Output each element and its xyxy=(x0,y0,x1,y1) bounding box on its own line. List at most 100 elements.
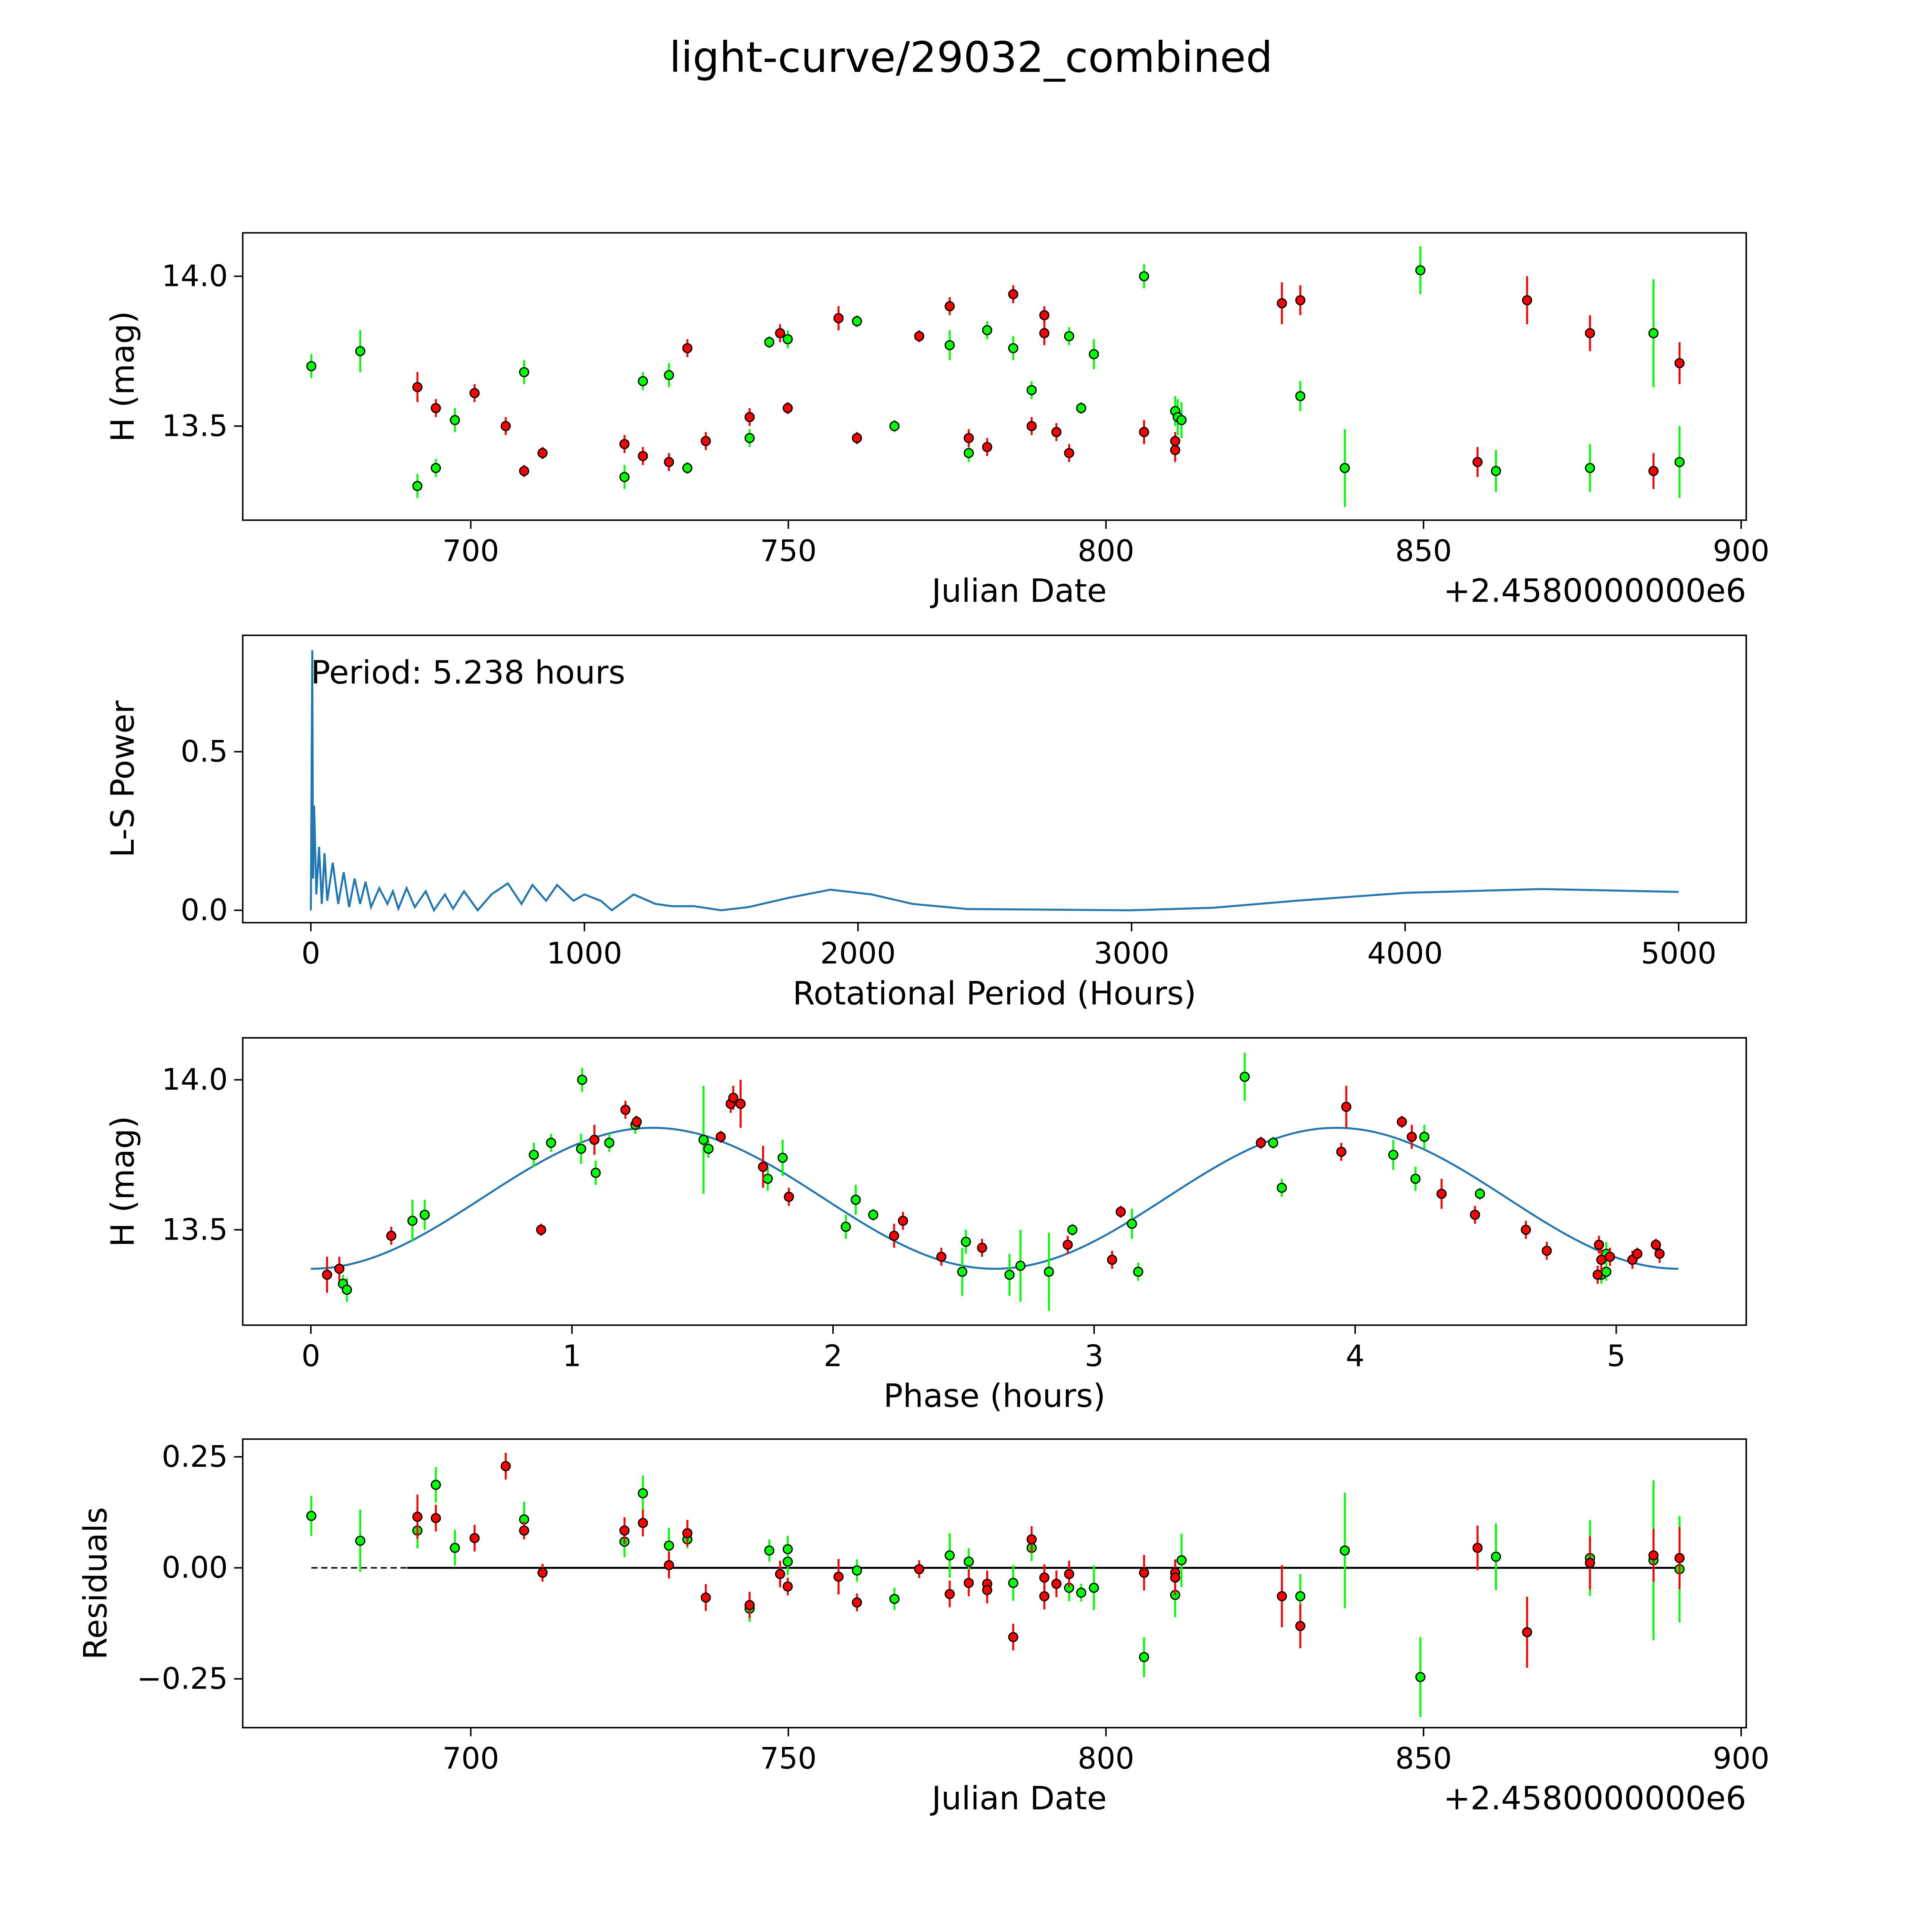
data-point xyxy=(1472,1543,1483,1553)
data-point xyxy=(1170,436,1180,446)
data-point xyxy=(1088,349,1099,359)
x-offset-text: +2.4580000000e6 xyxy=(1443,1780,1746,1817)
data-point xyxy=(1044,1267,1054,1277)
panel-light-curve: 700 750 800 850 900 13.5 14.0 Julian Date H (mag… xyxy=(104,232,1770,610)
data-point xyxy=(529,1150,539,1160)
data-point xyxy=(407,1216,418,1226)
x-axis-label: Julian Date xyxy=(930,572,1107,610)
data-point xyxy=(1004,1269,1015,1280)
data-point xyxy=(604,1138,614,1148)
data-point xyxy=(914,331,925,342)
data-point xyxy=(500,1461,511,1471)
y-axis-label: H (mag) xyxy=(104,1116,141,1247)
data-point xyxy=(589,1134,600,1145)
plot-area xyxy=(311,1053,1679,1311)
data-point xyxy=(1674,457,1685,467)
y-axis-label: H (mag) xyxy=(104,311,141,442)
x-tick-label: 900 xyxy=(1713,1742,1770,1776)
data-point xyxy=(1674,358,1685,368)
data-point xyxy=(1415,1672,1426,1682)
data-point xyxy=(1139,271,1149,282)
data-point xyxy=(355,346,366,356)
data-point xyxy=(898,1216,908,1226)
data-point xyxy=(982,325,992,335)
period-annotation: Period: 5.238 hours xyxy=(311,654,625,691)
x-axis-label: Julian Date xyxy=(930,1780,1107,1817)
data-point xyxy=(701,1592,711,1603)
data-point xyxy=(430,463,441,473)
data-point xyxy=(1632,1248,1643,1259)
data-point xyxy=(638,451,648,461)
data-point xyxy=(537,448,548,458)
data-point xyxy=(355,1536,366,1546)
series-r xyxy=(412,276,1685,489)
data-point xyxy=(701,436,711,446)
data-point xyxy=(1415,265,1426,276)
data-point xyxy=(1127,1218,1137,1229)
y-tick-label: 13.5 xyxy=(162,409,228,443)
data-point xyxy=(1585,328,1595,338)
y-tick-label: 0.00 xyxy=(162,1551,228,1585)
x-tick-label: 700 xyxy=(442,534,499,568)
data-point xyxy=(1295,295,1306,306)
x-axis-label: Phase (hours) xyxy=(883,1377,1105,1415)
y-tick-label: 14.0 xyxy=(162,259,228,294)
data-point xyxy=(782,1544,793,1554)
data-point xyxy=(744,433,755,443)
x-tick-label: 5 xyxy=(1607,1339,1626,1373)
data-point xyxy=(764,337,775,347)
data-point xyxy=(450,1543,460,1553)
data-point xyxy=(1064,1569,1075,1579)
data-point xyxy=(322,1269,332,1280)
data-point xyxy=(631,1117,642,1127)
panels: 700 750 800 850 900 13.5 14.0 Julian Date H (mag… xyxy=(77,232,1770,1817)
data-point xyxy=(1436,1189,1447,1199)
data-point xyxy=(1008,1632,1019,1642)
x-tick-label: 900 xyxy=(1713,534,1770,568)
data-point xyxy=(840,1221,851,1232)
data-point xyxy=(716,1131,726,1142)
data-point xyxy=(577,1075,587,1085)
data-point xyxy=(1170,1572,1180,1583)
data-point xyxy=(964,433,974,443)
x-tick-label: 0 xyxy=(301,1339,320,1373)
data-point xyxy=(1008,1578,1019,1588)
data-point xyxy=(546,1138,556,1148)
series-g xyxy=(306,246,1685,507)
data-point xyxy=(1674,1553,1685,1563)
data-point xyxy=(1648,328,1659,338)
data-point xyxy=(833,1571,844,1582)
data-point xyxy=(1116,1206,1126,1217)
data-point xyxy=(469,1533,480,1543)
data-point xyxy=(412,481,423,491)
y-axis-label: Residuals xyxy=(77,1507,114,1660)
data-point xyxy=(782,403,793,413)
x-axis-label: Rotational Period (Hours) xyxy=(793,975,1196,1012)
data-point xyxy=(619,1525,630,1536)
data-point xyxy=(620,1105,631,1115)
data-point xyxy=(735,1099,746,1109)
data-point xyxy=(1654,1248,1665,1259)
data-point xyxy=(664,1540,674,1551)
data-point xyxy=(852,316,862,327)
data-point xyxy=(519,466,529,476)
data-point xyxy=(964,448,974,458)
data-point xyxy=(1541,1245,1552,1256)
data-point xyxy=(469,388,480,398)
data-point xyxy=(638,376,648,386)
y-tick-label: −0.25 xyxy=(137,1662,228,1696)
data-point xyxy=(386,1231,396,1241)
plot-area xyxy=(306,1452,1685,1717)
data-point xyxy=(777,1153,788,1163)
data-point xyxy=(1240,1071,1250,1082)
data-point xyxy=(982,1585,992,1595)
x-tick-label: 750 xyxy=(760,534,817,568)
data-point xyxy=(1470,1209,1480,1220)
data-point xyxy=(868,1209,879,1220)
data-point xyxy=(850,1194,861,1205)
data-point xyxy=(889,1594,900,1604)
data-point xyxy=(698,1134,709,1145)
data-point xyxy=(1176,1555,1187,1566)
data-point xyxy=(852,1565,862,1576)
